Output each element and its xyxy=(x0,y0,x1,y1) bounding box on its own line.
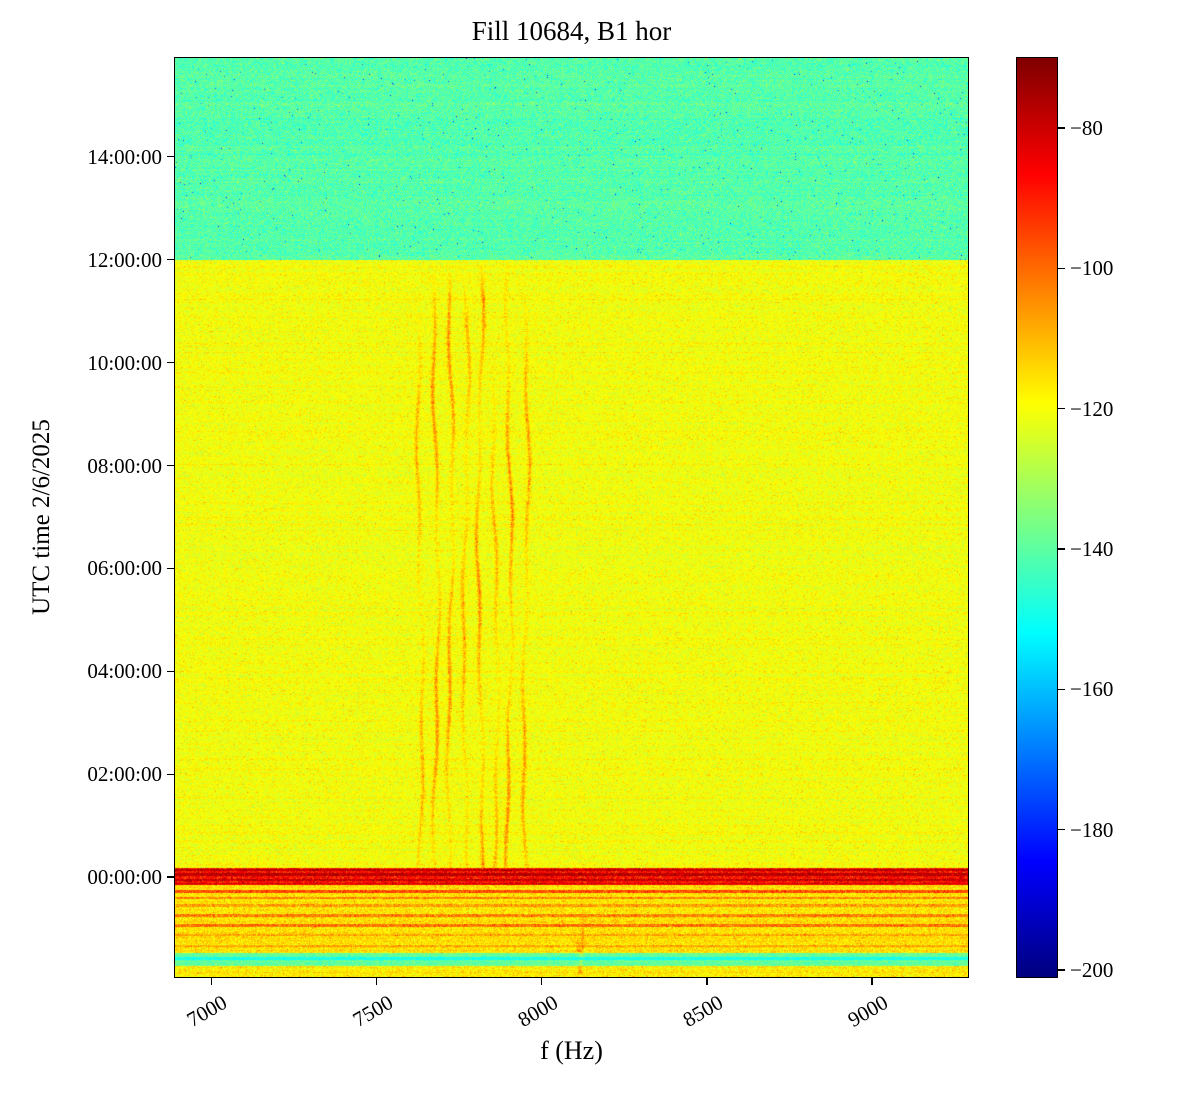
y-tick-mark xyxy=(167,876,175,878)
colorbar-tick-label: −180 xyxy=(1070,817,1114,842)
x-tick-mark xyxy=(541,977,543,985)
colorbar-tick-label: −200 xyxy=(1070,957,1114,982)
colorbar-tick-label: −160 xyxy=(1070,677,1114,702)
y-tick-mark xyxy=(167,464,175,467)
x-tick-mark xyxy=(706,977,708,985)
colorbar-tick-label: −100 xyxy=(1070,256,1114,281)
x-tick-mark xyxy=(210,977,213,985)
colorbar-tick-mark xyxy=(1057,408,1065,410)
y-tick-label: 04:00:00 xyxy=(87,659,162,684)
y-tick-label: 12:00:00 xyxy=(87,247,162,272)
colorbar-tick-label: −140 xyxy=(1070,537,1114,562)
colorbar-tick-mark xyxy=(1057,267,1065,270)
colorbar-tick-mark xyxy=(1057,127,1065,129)
y-tick-label: 10:00:00 xyxy=(87,350,162,375)
colorbar-gradient xyxy=(1017,58,1057,977)
chart-title: Fill 10684, B1 hor xyxy=(471,16,672,46)
x-tick-mark xyxy=(871,977,873,985)
y-tick-mark xyxy=(167,156,175,158)
colorbar-tick-label: −120 xyxy=(1070,396,1114,421)
y-tick-label: 06:00:00 xyxy=(87,556,162,581)
colorbar-tick-mark xyxy=(1057,828,1065,831)
y-axis-label: UTC time 2/6/2025 xyxy=(28,419,55,615)
y-tick-mark xyxy=(167,670,175,673)
colorbar xyxy=(1016,57,1058,978)
y-tick-mark xyxy=(167,259,175,261)
plot-area xyxy=(174,57,969,978)
colorbar-tick-label: −80 xyxy=(1070,116,1103,141)
colorbar-tick-mark xyxy=(1057,688,1065,691)
y-tick-mark xyxy=(167,773,175,775)
y-tick-label: 00:00:00 xyxy=(87,865,162,890)
x-axis-label: f (Hz) xyxy=(540,1036,603,1065)
y-tick-label: 14:00:00 xyxy=(87,144,162,169)
y-tick-mark xyxy=(167,361,175,364)
colorbar-tick-mark xyxy=(1057,548,1065,550)
x-tick-mark xyxy=(375,977,378,985)
y-tick-mark xyxy=(167,567,175,570)
y-tick-label: 08:00:00 xyxy=(87,453,162,478)
y-tick-label: 02:00:00 xyxy=(87,762,162,787)
colorbar-tick-mark xyxy=(1057,969,1065,971)
spectrogram-heatmap xyxy=(175,58,968,977)
